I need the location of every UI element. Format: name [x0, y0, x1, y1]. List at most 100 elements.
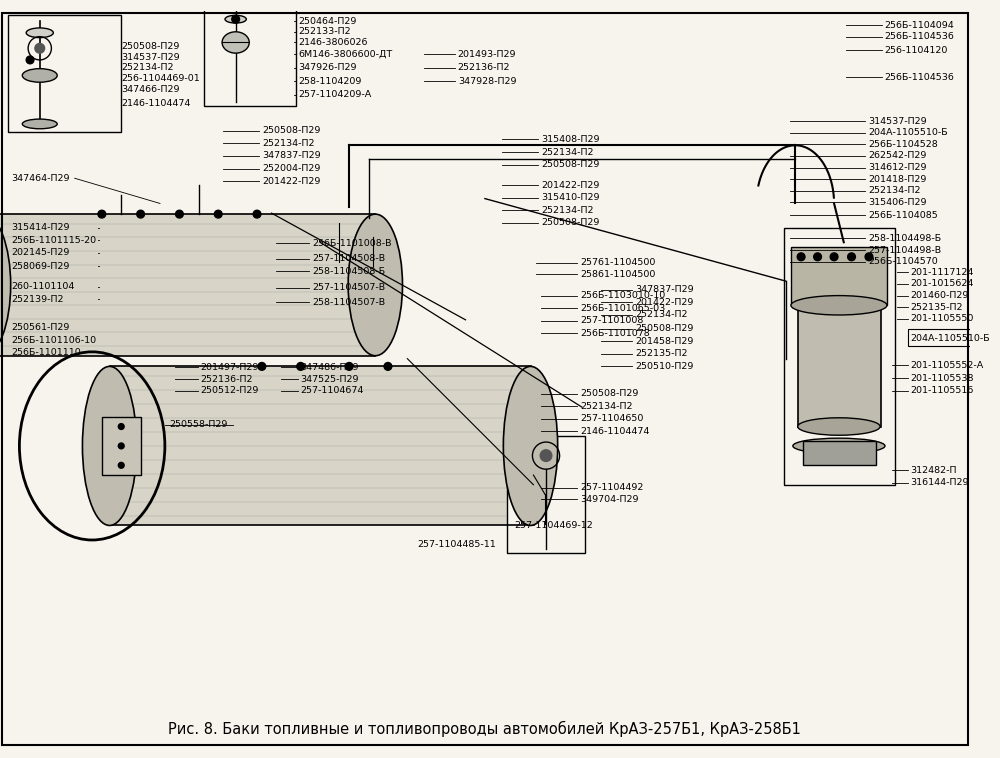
Text: 347525-П29: 347525-П29 — [301, 374, 359, 384]
Text: 250558-П29: 250558-П29 — [170, 420, 228, 429]
Text: 252134-П2: 252134-П2 — [580, 402, 632, 411]
Text: 252134-П2: 252134-П2 — [635, 311, 688, 319]
Text: 201-1117124: 201-1117124 — [911, 268, 974, 277]
Text: 256Б-1104085: 256Б-1104085 — [868, 211, 938, 220]
Text: 257-1104674: 257-1104674 — [301, 386, 364, 395]
Circle shape — [26, 56, 34, 64]
Ellipse shape — [225, 15, 246, 23]
Text: 258-1104209: 258-1104209 — [299, 77, 362, 86]
Circle shape — [830, 253, 838, 261]
Circle shape — [214, 210, 222, 218]
Circle shape — [848, 253, 855, 261]
Circle shape — [384, 362, 392, 370]
Text: 256Б-1101115-20: 256Б-1101115-20 — [12, 236, 97, 245]
Text: 25761-1104500: 25761-1104500 — [580, 258, 655, 267]
Text: 256Б-1104536: 256Б-1104536 — [884, 32, 954, 41]
Text: 250508-П29: 250508-П29 — [262, 127, 320, 135]
Text: 256Б-1104094: 256Б-1104094 — [884, 20, 954, 30]
Text: 201-1105538: 201-1105538 — [911, 374, 974, 383]
Text: 256Б-1104528: 256Б-1104528 — [868, 139, 938, 149]
Text: 204А-1105510-Б: 204А-1105510-Б — [911, 334, 990, 343]
Circle shape — [98, 210, 106, 218]
Text: 257-1104485-11: 257-1104485-11 — [417, 540, 496, 550]
Text: 257-1104650: 257-1104650 — [580, 415, 643, 423]
Ellipse shape — [222, 32, 249, 53]
Text: 201422-П29: 201422-П29 — [635, 298, 694, 307]
Ellipse shape — [348, 214, 402, 356]
Circle shape — [814, 253, 821, 261]
Text: 252136-П2: 252136-П2 — [458, 63, 510, 72]
Text: 202145-П29: 202145-П29 — [12, 249, 70, 258]
Text: 315406-П29: 315406-П29 — [868, 198, 927, 207]
Text: 347464-П29: 347464-П29 — [12, 174, 70, 183]
Circle shape — [865, 253, 873, 261]
Text: 201418-П29: 201418-П29 — [868, 174, 926, 183]
Bar — [507, 436, 585, 553]
Text: 347486-П29: 347486-П29 — [301, 363, 359, 372]
Ellipse shape — [82, 366, 137, 525]
Text: 250512-П29: 250512-П29 — [201, 386, 259, 395]
Text: 258-1104508-Б: 258-1104508-Б — [312, 267, 385, 276]
Circle shape — [253, 210, 261, 218]
Text: 201422-П29: 201422-П29 — [262, 177, 320, 186]
Circle shape — [137, 210, 145, 218]
Text: 257-1104498-В: 257-1104498-В — [868, 246, 941, 255]
Text: 201460-П29: 201460-П29 — [911, 291, 969, 300]
Text: 250508-П29: 250508-П29 — [580, 389, 638, 398]
Circle shape — [176, 210, 183, 218]
Text: 257-1104492: 257-1104492 — [580, 483, 643, 492]
Text: 314537-П29: 314537-П29 — [121, 52, 180, 61]
Text: 252134-П2: 252134-П2 — [121, 63, 174, 72]
Text: 252135-П2: 252135-П2 — [635, 349, 688, 359]
Bar — [803, 441, 876, 465]
Bar — [102, 417, 141, 475]
Bar — [784, 227, 895, 484]
Text: 250508-П29: 250508-П29 — [635, 324, 694, 333]
Text: 256Б-1101065-03: 256Б-1101065-03 — [580, 304, 665, 313]
Text: 257-1104507-В: 257-1104507-В — [312, 283, 385, 293]
Text: 256Б-1101008-В: 256Б-1101008-В — [312, 239, 392, 248]
Text: 256Б-1101110: 256Б-1101110 — [12, 349, 81, 357]
Text: 201-1105550: 201-1105550 — [911, 315, 974, 324]
Bar — [908, 328, 985, 346]
Ellipse shape — [503, 366, 558, 525]
Text: 250510-П29: 250510-П29 — [635, 362, 694, 371]
Text: 258-1104507-В: 258-1104507-В — [312, 298, 385, 307]
Text: 201458-П29: 201458-П29 — [635, 337, 694, 346]
Ellipse shape — [22, 69, 57, 82]
Text: 252134-П2: 252134-П2 — [868, 186, 921, 196]
Text: 256Б-1103010-10: 256Б-1103010-10 — [580, 291, 665, 300]
Text: 256Б-1101078: 256Б-1101078 — [580, 329, 650, 338]
Text: 256Б-1104536: 256Б-1104536 — [884, 73, 954, 82]
Text: Рис. 8. Баки топливные и топливопроводы автомобилей КрАЗ-257Б1, КрАЗ-258Б1: Рис. 8. Баки топливные и топливопроводы … — [168, 721, 801, 738]
Text: 258069-П29: 258069-П29 — [12, 262, 70, 271]
Bar — [791, 247, 887, 305]
Text: 201493-П29: 201493-П29 — [458, 49, 516, 58]
Text: 250464-П29: 250464-П29 — [299, 17, 357, 26]
Circle shape — [258, 362, 266, 370]
Text: 201-1105516: 201-1105516 — [911, 386, 974, 395]
Text: 250508-П29: 250508-П29 — [541, 160, 600, 169]
Text: 201497-П29: 201497-П29 — [201, 363, 259, 372]
Text: 347928-П29: 347928-П29 — [458, 77, 516, 86]
Text: 252135-П2: 252135-П2 — [911, 302, 963, 312]
Text: 6М146-3806600-ДТ: 6М146-3806600-ДТ — [299, 49, 393, 58]
Text: 201422-П29: 201422-П29 — [541, 180, 600, 190]
Text: 314612-П29: 314612-П29 — [868, 163, 927, 172]
Text: 256Б-1101106-10: 256Б-1101106-10 — [12, 336, 97, 345]
Text: 316144-П29: 316144-П29 — [911, 478, 969, 487]
Text: 349704-П29: 349704-П29 — [580, 495, 638, 504]
Ellipse shape — [798, 418, 880, 435]
Circle shape — [297, 362, 305, 370]
Ellipse shape — [26, 28, 53, 38]
Text: 2146-1104474: 2146-1104474 — [580, 427, 649, 436]
Ellipse shape — [791, 296, 887, 315]
Text: 258-1104498-Б: 258-1104498-Б — [868, 234, 941, 243]
Text: 250508-П29: 250508-П29 — [121, 42, 180, 51]
Text: 262542-П29: 262542-П29 — [868, 152, 926, 161]
Ellipse shape — [22, 119, 57, 129]
Text: 201-1105552-А: 201-1105552-А — [911, 361, 984, 370]
Ellipse shape — [0, 214, 11, 356]
Circle shape — [118, 462, 124, 468]
Circle shape — [232, 15, 240, 23]
